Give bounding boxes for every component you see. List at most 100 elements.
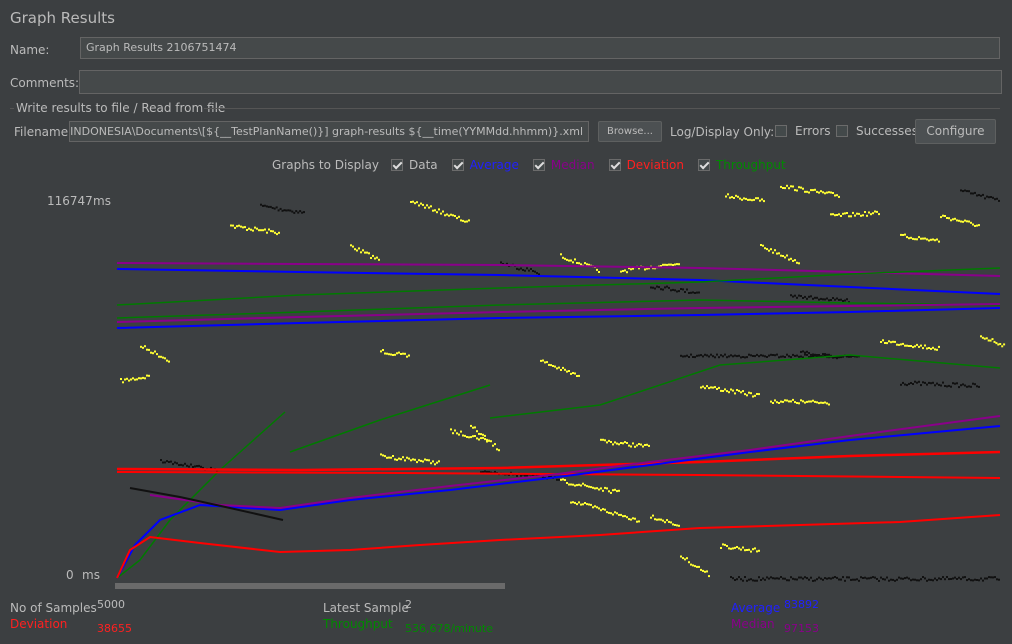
data-point <box>792 353 794 356</box>
data-point <box>148 348 150 351</box>
data-point <box>416 201 418 204</box>
errors-checkbox-box[interactable] <box>775 124 787 137</box>
data-point <box>608 490 610 493</box>
data-point <box>786 579 788 582</box>
data-point <box>289 209 292 212</box>
data-point <box>838 578 840 581</box>
data-point <box>762 577 764 580</box>
data-point <box>230 224 232 227</box>
data-point <box>154 350 156 353</box>
data-point <box>834 194 836 197</box>
data-point <box>295 210 298 213</box>
data-point <box>666 519 668 522</box>
data-point <box>802 350 804 353</box>
data-point <box>942 381 944 384</box>
data-point <box>246 229 248 231</box>
data-point <box>432 209 434 212</box>
data-point <box>200 465 202 468</box>
name-field[interactable]: Graph Results 2106751474 <box>80 37 1000 59</box>
data-point <box>364 251 366 254</box>
data-point <box>482 433 484 436</box>
data-point <box>702 355 704 358</box>
data-point <box>808 400 810 403</box>
data-point <box>888 579 890 582</box>
graph-toggle-average[interactable]: Average <box>451 158 519 172</box>
data-point <box>852 211 854 214</box>
data-point <box>254 226 256 229</box>
errors-checkbox[interactable] <box>775 123 787 137</box>
data-point <box>824 577 826 580</box>
data-point <box>742 546 744 549</box>
deviation-line-lower <box>116 514 1001 579</box>
data-point <box>588 263 590 266</box>
data-point <box>938 345 940 348</box>
data-point <box>958 576 960 579</box>
data-point <box>744 576 746 578</box>
deviation-checkbox[interactable] <box>608 159 621 171</box>
data-point <box>194 465 196 468</box>
data-point <box>270 230 272 233</box>
data-point <box>818 298 820 301</box>
comments-field[interactable] <box>79 70 1002 94</box>
throughput-checkbox[interactable] <box>697 159 710 171</box>
filename-field[interactable]: TAS INDONESIA\Documents\[${__TestPlanNam… <box>69 121 589 142</box>
data-point <box>480 471 482 474</box>
data-point <box>928 239 930 242</box>
average-line-upper <box>116 268 1001 295</box>
browse-button[interactable]: Browse... <box>598 121 662 142</box>
data-point <box>398 457 400 460</box>
data-point <box>624 269 626 272</box>
data-point <box>756 393 758 395</box>
data-checkbox[interactable] <box>390 159 403 171</box>
data-point <box>260 229 262 232</box>
data-point <box>828 299 830 302</box>
data-point <box>788 258 790 261</box>
data-point <box>422 460 424 463</box>
graph-toggle-throughput[interactable]: Throughput <box>697 158 786 172</box>
data-point <box>450 213 452 216</box>
data-point <box>772 577 774 580</box>
graph-toggle-data[interactable]: Data <box>390 158 438 172</box>
data-point <box>938 240 940 243</box>
successes-checkbox[interactable] <box>836 123 848 137</box>
graph-toggle-deviation[interactable]: Deviation <box>608 158 684 172</box>
data-point <box>818 191 820 194</box>
median-checkbox[interactable] <box>532 159 545 171</box>
data-point <box>688 356 690 358</box>
data-point <box>796 402 798 404</box>
data-point <box>596 487 598 490</box>
data-point <box>844 212 846 215</box>
data-point <box>774 354 776 357</box>
data-point <box>466 220 468 223</box>
average-checkbox[interactable] <box>451 159 464 171</box>
data-point <box>426 204 428 207</box>
data-point <box>566 482 568 484</box>
data-point <box>794 354 796 357</box>
horizontal-scrollbar[interactable] <box>115 583 505 589</box>
data-point <box>428 459 430 462</box>
data-point <box>832 192 834 194</box>
average-line-mid <box>116 307 1001 329</box>
data-point <box>562 478 564 481</box>
data-point <box>458 215 460 218</box>
configure-button[interactable]: Configure <box>915 119 996 144</box>
data-point <box>275 206 278 209</box>
data-point <box>584 502 586 504</box>
data-point <box>462 434 464 437</box>
data-point <box>434 463 436 466</box>
data-point <box>790 400 792 403</box>
data-point <box>291 210 294 213</box>
successes-checkbox-box[interactable] <box>836 124 848 137</box>
data-point <box>734 392 736 395</box>
data-point <box>936 382 938 385</box>
data-point <box>299 210 302 213</box>
data-point <box>136 378 138 381</box>
data-point <box>354 248 356 251</box>
data-point <box>942 214 944 217</box>
data-point <box>858 579 860 582</box>
data-point <box>786 254 788 257</box>
data-point <box>816 578 818 581</box>
data-point <box>160 355 162 358</box>
data-point <box>989 339 992 342</box>
graph-toggle-median[interactable]: Median <box>532 158 595 172</box>
